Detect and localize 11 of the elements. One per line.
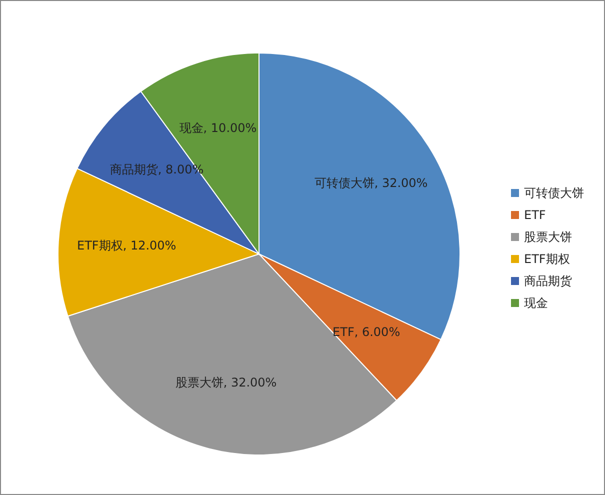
data-label: 可转债大饼, 32.00% <box>314 176 428 190</box>
legend-label: 现金 <box>524 294 548 312</box>
data-label: ETF, 6.00% <box>332 324 400 339</box>
legend-label: ETF期权 <box>524 250 570 268</box>
legend-label: 商品期货 <box>524 272 572 290</box>
data-label: 现金, 10.00% <box>179 120 257 135</box>
legend-label: 股票大饼 <box>524 228 572 246</box>
legend-label: ETF <box>524 206 546 224</box>
legend-label: 可转债大饼 <box>524 184 584 202</box>
data-label: ETF期权, 12.00% <box>77 238 176 253</box>
data-label: 股票大饼, 32.00% <box>175 375 277 390</box>
